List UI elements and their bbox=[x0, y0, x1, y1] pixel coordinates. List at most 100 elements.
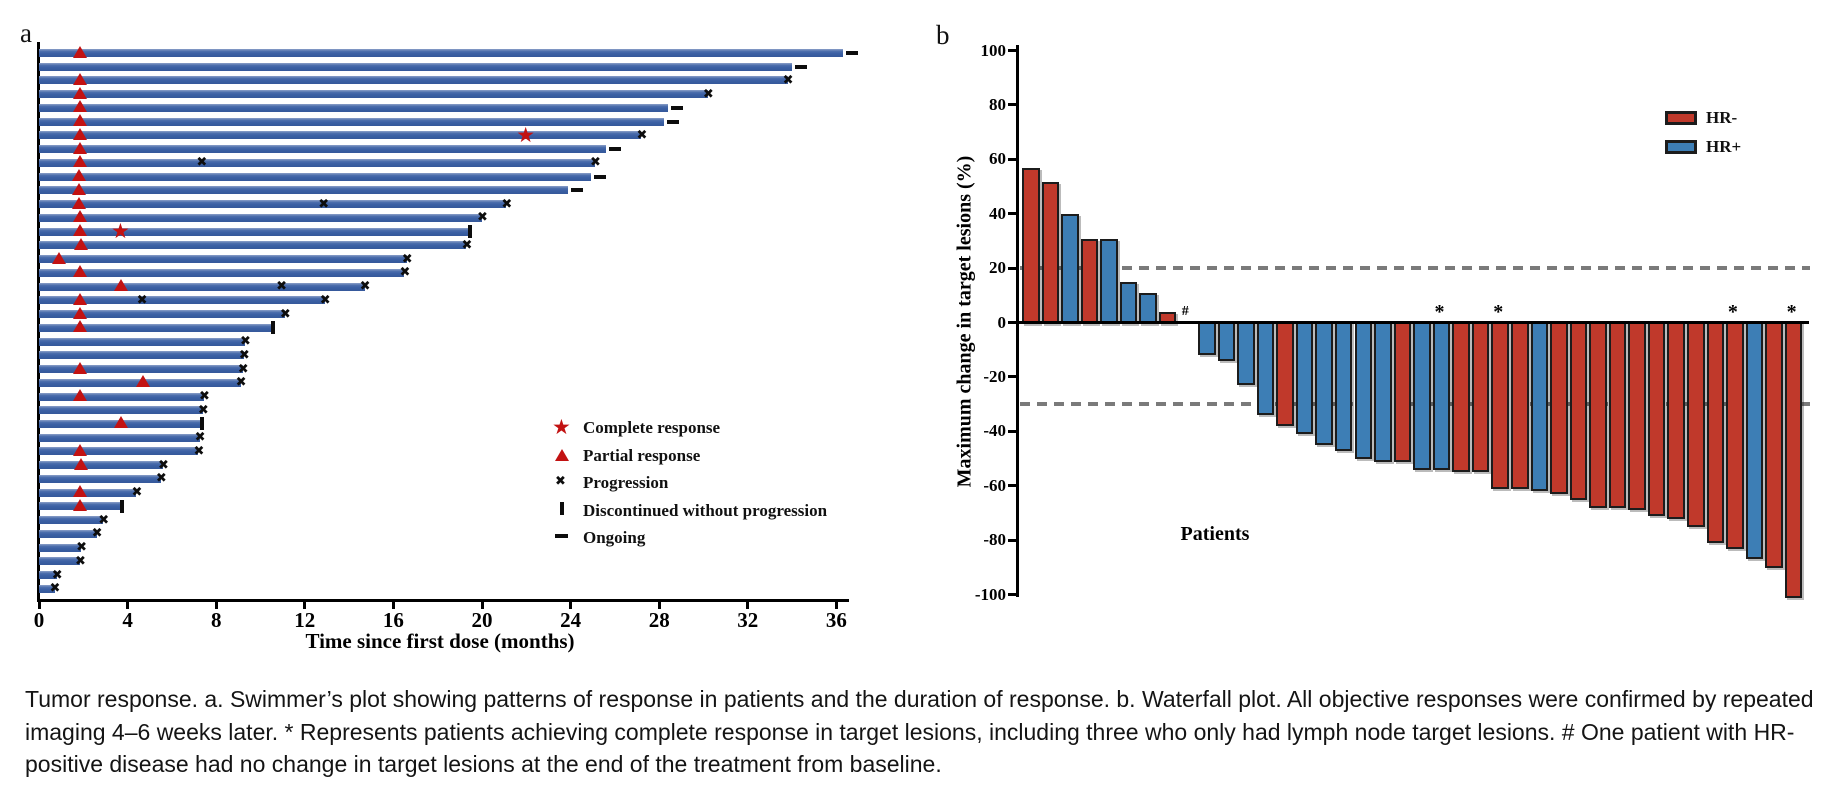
progression-x-marker: ✖ bbox=[98, 512, 110, 528]
progression-x-marker: ✖ bbox=[501, 196, 513, 212]
swimmer-bar bbox=[39, 557, 80, 566]
swimmer-bar bbox=[39, 433, 200, 442]
waterfall-bar bbox=[1374, 321, 1392, 462]
swimmer-bar bbox=[39, 365, 243, 374]
waterfall-bar bbox=[1569, 321, 1588, 500]
waterfall-bar bbox=[1334, 321, 1353, 451]
swimmer-bar bbox=[39, 268, 405, 277]
progression-x-marker: ✖ bbox=[636, 127, 648, 143]
legend-item-label: Ongoing bbox=[583, 528, 646, 547]
legend-item-label: Discontinued without progression bbox=[583, 500, 828, 520]
progression-x-marker: ✖ bbox=[319, 292, 331, 308]
y-axis-tick bbox=[1008, 538, 1016, 542]
progression-x-marker: ✖ bbox=[276, 279, 288, 295]
partial-response-triangle-marker bbox=[71, 196, 86, 209]
progression-x-marker: ✖ bbox=[235, 375, 247, 391]
ongoing-dash-marker bbox=[571, 188, 584, 193]
waterfall-bar bbox=[1706, 321, 1725, 544]
y-axis-tick-label: 100 bbox=[980, 40, 1007, 60]
partial-response-triangle-marker bbox=[72, 224, 87, 237]
swimmer-bar bbox=[39, 296, 325, 305]
x-axis-tick bbox=[303, 600, 307, 609]
progression-x-marker: ✖ bbox=[76, 540, 87, 556]
waterfall-bar bbox=[1511, 321, 1529, 489]
legend-item-label: HR+ bbox=[1706, 137, 1742, 156]
progression-x-marker: ✖ bbox=[199, 389, 210, 404]
waterfall-bar bbox=[1119, 282, 1138, 325]
x-axis-tick bbox=[214, 600, 218, 609]
swimmer-y-axis-line bbox=[37, 42, 40, 602]
y-axis-tick-label: 40 bbox=[989, 203, 1006, 223]
y-axis-tick bbox=[1008, 484, 1016, 488]
swimmer-bar bbox=[39, 200, 507, 209]
partial-response-triangle-marker bbox=[113, 416, 128, 429]
legend-item: ★ Complete response bbox=[548, 417, 848, 441]
x-axis-tick-label: 16 bbox=[382, 608, 404, 632]
swimmer-bar bbox=[39, 49, 844, 57]
partial-response-triangle-marker bbox=[74, 457, 89, 470]
swimmer-bar bbox=[39, 529, 97, 538]
legend-item-label: Complete response bbox=[583, 418, 721, 437]
legend-color-swatch bbox=[1665, 140, 1697, 154]
x-axis-tick bbox=[834, 600, 838, 609]
partial-response-triangle-marker bbox=[72, 320, 87, 333]
waterfall-bar bbox=[1295, 321, 1314, 435]
y-axis-tick-label: -60 bbox=[983, 475, 1006, 495]
x-axis-tick-label: 32 bbox=[737, 608, 759, 632]
discontinued-bar-marker bbox=[467, 225, 472, 239]
swimmer-bar bbox=[39, 62, 793, 71]
swimmer-bar bbox=[39, 227, 469, 236]
ongoing-dash-icon bbox=[555, 534, 568, 538]
swimmer-bar bbox=[39, 282, 365, 291]
waterfall-bar bbox=[1022, 168, 1040, 325]
ongoing-dash-marker bbox=[593, 174, 606, 179]
waterfall-bar bbox=[1393, 321, 1412, 462]
panel-b-label: b bbox=[936, 20, 950, 50]
legend-item: Partial response bbox=[548, 445, 848, 469]
progression-x-icon: ✖ bbox=[555, 474, 566, 489]
discontinued-bar-marker bbox=[119, 499, 124, 513]
complete-response-asterisk-annotation: * bbox=[1493, 300, 1504, 323]
y-axis-tick-label: 20 bbox=[989, 258, 1006, 278]
swimmer-bar bbox=[39, 461, 164, 470]
progression-x-marker: ✖ bbox=[782, 72, 794, 88]
waterfall-bar bbox=[1080, 238, 1099, 325]
swimmer-bar bbox=[39, 131, 642, 140]
waterfall-bar bbox=[1413, 321, 1431, 470]
swimmer-bar bbox=[39, 186, 569, 195]
partial-response-triangle-marker bbox=[72, 389, 87, 401]
progression-x-marker: ✖ bbox=[197, 402, 209, 418]
waterfall-bar bbox=[1745, 321, 1764, 560]
swimmer-bar bbox=[39, 543, 82, 552]
legend-item-label: HR- bbox=[1706, 108, 1738, 127]
partial-response-triangle-marker bbox=[72, 45, 87, 58]
y-axis-tick bbox=[1008, 429, 1016, 433]
x-axis-tick bbox=[657, 600, 661, 609]
x-axis-tick-label: 12 bbox=[294, 608, 316, 632]
progression-x-marker: ✖ bbox=[91, 526, 103, 542]
figure-caption: Tumor response. a. Swimmer’s plot showin… bbox=[25, 686, 1814, 777]
swimmer-bar bbox=[39, 351, 244, 360]
partial-response-triangle-marker bbox=[72, 361, 87, 374]
progression-x-marker: ✖ bbox=[238, 347, 250, 363]
legend-item: HR- bbox=[1665, 108, 1795, 132]
y-axis-tick-label: 0 bbox=[997, 312, 1007, 332]
y-axis-tick-label: 80 bbox=[989, 94, 1006, 114]
partial-response-triangle-marker bbox=[72, 210, 87, 223]
partial-response-triangle-marker bbox=[72, 498, 87, 511]
x-axis-tick-label: 24 bbox=[560, 608, 582, 632]
partial-response-triangle-marker bbox=[72, 100, 87, 113]
waterfall-bar bbox=[1256, 321, 1275, 416]
ongoing-dash-marker bbox=[671, 105, 684, 110]
legend-item: ✖ Progression bbox=[548, 472, 848, 496]
swimmer-bar bbox=[39, 310, 285, 319]
progression-x-marker: ✖ bbox=[589, 155, 601, 171]
swimmer-bar bbox=[39, 447, 199, 456]
ongoing-dash-marker bbox=[609, 147, 622, 152]
progression-x-marker: ✖ bbox=[477, 210, 488, 226]
waterfall-bar bbox=[1647, 321, 1666, 516]
swimmer-bar bbox=[39, 474, 161, 483]
discontinued-bar-marker bbox=[199, 417, 204, 431]
waterfall-bar bbox=[1491, 321, 1509, 489]
progression-x-marker: ✖ bbox=[49, 581, 61, 597]
